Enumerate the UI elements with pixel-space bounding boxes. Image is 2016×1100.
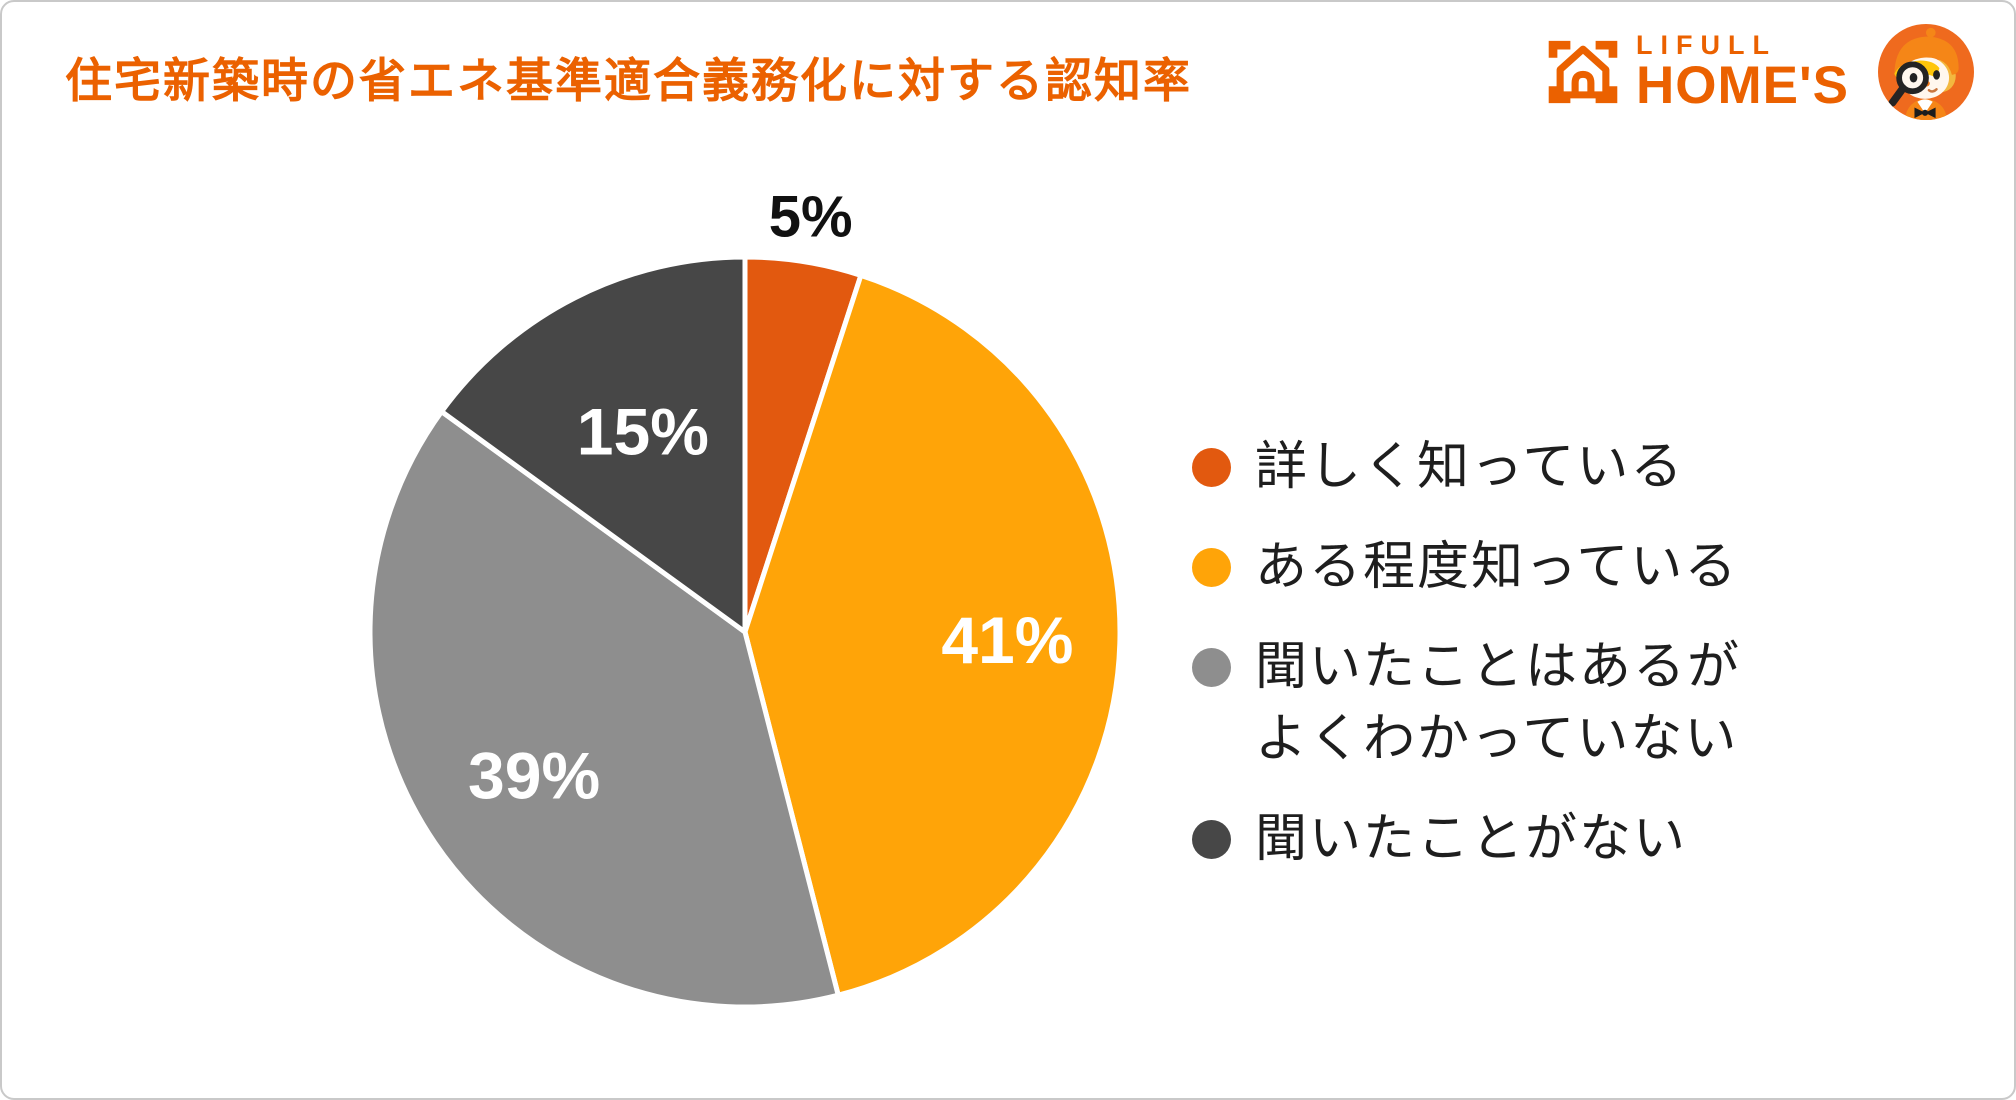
pie-slice-label-1: 5%	[769, 185, 853, 250]
pie-slice-label-3: 39%	[468, 738, 600, 812]
legend-label: ある程度知っている	[1255, 538, 1739, 596]
legend-dot-icon	[1192, 648, 1231, 687]
brand-homes-text: HOME'S	[1636, 56, 1849, 115]
pie-slice-2	[742, 272, 1123, 998]
lifull-homes-logo: LIFULL HOME'S	[1540, 22, 1980, 122]
homes-kun-mascot-icon	[1878, 24, 1974, 120]
legend-label: 聞いたことがない	[1255, 810, 1688, 868]
legend-item-4: 聞いたことがない	[1192, 803, 1741, 875]
house-frame-icon	[1548, 40, 1618, 104]
brand-lifull-text: LIFULL	[1636, 30, 1777, 60]
legend-dot-icon	[1192, 448, 1231, 487]
pie-slice-label-2: 41%	[941, 603, 1073, 677]
pie-slice-3	[367, 409, 841, 1010]
page-title: 住宅新築時の省エネ基準適合義務化に対する認知率	[65, 54, 1192, 107]
legend-item-1: 詳しく知っている	[1192, 431, 1741, 503]
legend-item-2: ある程度知っている	[1192, 531, 1741, 603]
legend-label: 聞いたことはあるが よくわかっていない	[1255, 638, 1742, 768]
legend-dot-icon	[1192, 820, 1231, 859]
legend-item-3: 聞いたことはあるが よくわかっていない	[1192, 631, 1741, 775]
chart-legend: 詳しく知っている ある程度知っている聞いたことはあるが よくわかっていない聞いたこと…	[1192, 431, 1741, 903]
legend-label: 詳しく知っている	[1255, 438, 1685, 496]
pie-slice-label-4: 15%	[577, 395, 709, 469]
brand-wordmark: LIFULL HOME'S	[1636, 30, 1849, 115]
pie-slice-4	[439, 254, 748, 635]
legend-dot-icon	[1192, 548, 1231, 587]
